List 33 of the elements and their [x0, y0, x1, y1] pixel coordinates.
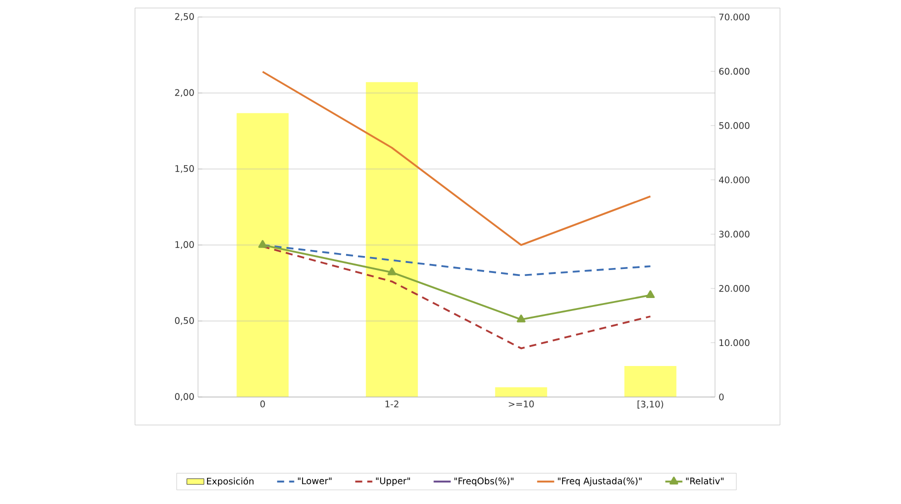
x-tick-label: >=10 — [508, 400, 534, 408]
y-tick-label: 2,50 — [175, 13, 194, 21]
legend-label: "Relativ" — [686, 477, 724, 484]
y2-tick-label: 50.000 — [719, 122, 750, 129]
y2-tick-label: 0 — [719, 394, 724, 400]
bar — [366, 82, 418, 397]
x-tick-label: [3,10) — [638, 400, 664, 409]
y2-tick-label: 10.000 — [720, 339, 750, 346]
y-tick-label: 1,50 — [175, 165, 194, 173]
legend-label: "FreqObs(%)" — [454, 477, 514, 486]
y-tick-label: 0,00 — [175, 393, 194, 401]
y-tick-label: 0,50 — [175, 317, 194, 325]
legend-label: Exposición — [207, 477, 254, 486]
bar — [624, 366, 676, 397]
point — [516, 314, 526, 322]
y2-tick-label: 40.000 — [718, 176, 750, 184]
x-tick-label: 0 — [260, 400, 265, 408]
bar — [236, 113, 289, 397]
point — [646, 290, 655, 298]
legend-label: "Upper" — [376, 478, 410, 486]
point — [258, 240, 267, 248]
y-tick-label: 2,00 — [175, 89, 194, 97]
point — [388, 267, 396, 276]
legend-label: "Lower" — [298, 478, 332, 484]
y-tick-label: 1,00 — [175, 241, 194, 249]
x-tick-label: 1-2 — [386, 400, 398, 408]
line-series — [262, 70, 652, 246]
legend-label: "Freq Ajustada(%)" — [558, 477, 642, 486]
y2-tick-label: 70.000 — [719, 14, 750, 20]
y2-tick-label: 30.000 — [719, 230, 750, 238]
bar — [495, 387, 548, 397]
y2-tick-label: 20.000 — [719, 285, 750, 292]
y2-tick-label: 60.000 — [719, 68, 750, 75]
